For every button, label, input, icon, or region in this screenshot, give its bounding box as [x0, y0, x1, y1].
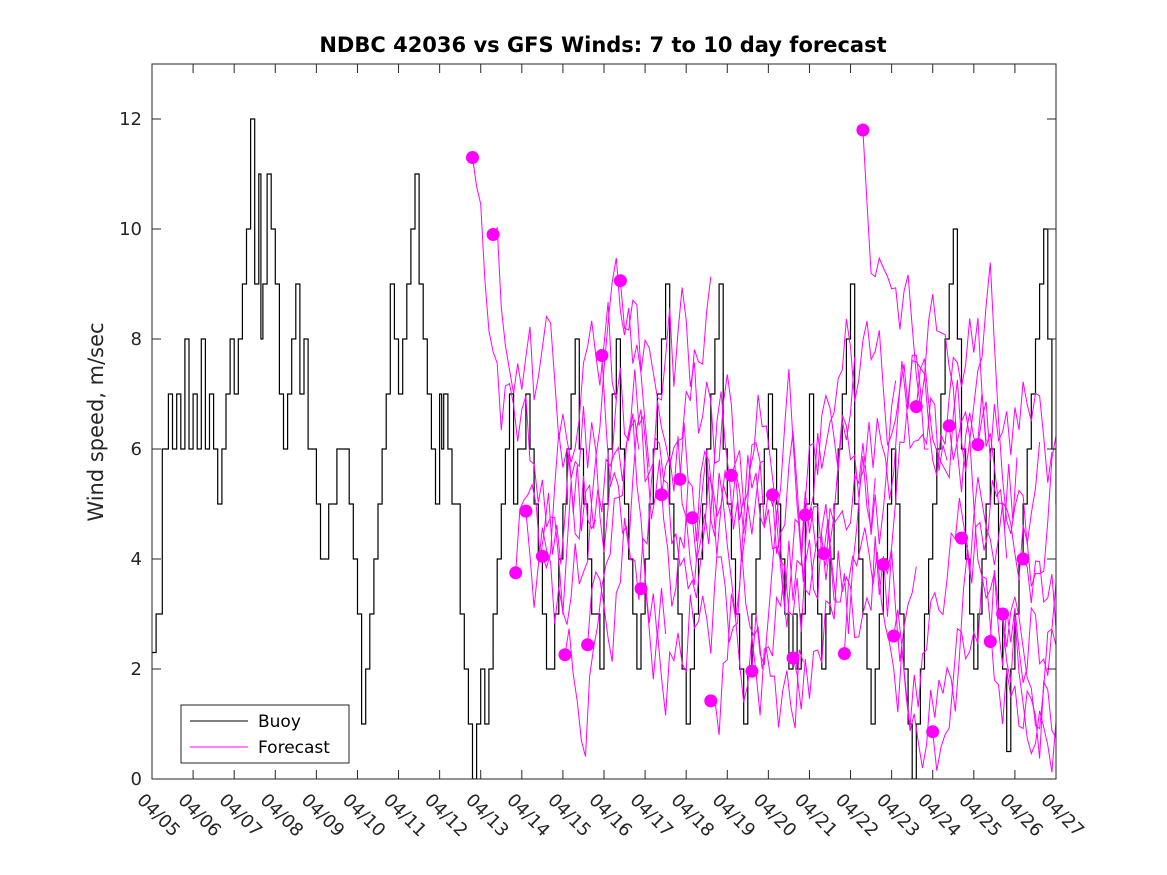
forecast-marker: [786, 651, 800, 665]
forecast-marker: [509, 566, 523, 580]
forecast-marker: [745, 664, 759, 678]
forecast-marker: [926, 725, 940, 739]
forecast-series-line: [792, 536, 917, 710]
y-tick-label: 12: [119, 109, 142, 130]
y-tick-label: 8: [131, 329, 142, 350]
forecast-marker: [581, 638, 595, 652]
forecast-series-line: [1002, 582, 1056, 730]
forecast-marker: [685, 511, 699, 525]
forecast-marker: [704, 694, 718, 708]
forecast-series-line: [977, 381, 1053, 483]
forecast-marker: [955, 531, 968, 545]
forecast-series-line: [882, 318, 1008, 575]
y-axis-label: Wind speed, m/sec: [84, 322, 108, 521]
forecast-marker: [655, 488, 668, 502]
legend-box: [180, 704, 350, 764]
forecast-marker: [466, 151, 479, 164]
forecast-marker: [724, 468, 738, 482]
y-tick-label: 10: [119, 219, 142, 240]
legend-forecast-label: Forecast: [258, 738, 330, 758]
legend-buoy-label: Buoy: [258, 712, 301, 732]
y-tick-label: 0: [131, 769, 142, 790]
forecast-marker: [887, 629, 901, 643]
forecast-marker: [876, 558, 890, 571]
forecast-series-line: [541, 367, 667, 639]
y-tick-label: 6: [131, 439, 142, 460]
forecast-marker: [613, 274, 627, 288]
forecast-series-line: [805, 318, 929, 516]
forecast-marker: [817, 547, 831, 560]
forecast-marker: [798, 508, 812, 522]
forecast-marker: [673, 472, 687, 486]
forecast-marker: [519, 504, 533, 518]
forecast-marker: [909, 400, 923, 414]
forecast-marker: [535, 549, 549, 563]
forecast-series-line: [661, 436, 786, 620]
chart-title: NDBC 42036 vs GFS Winds: 7 to 10 day for…: [319, 33, 886, 57]
forecast-series-line: [710, 503, 835, 735]
forecast-series-line: [564, 369, 689, 757]
forecast-marker: [942, 419, 956, 433]
forecast-series-line: [525, 257, 650, 625]
forecast-marker: [1016, 552, 1030, 566]
forecast-marker: [983, 635, 997, 648]
forecast-series-line: [587, 276, 712, 662]
forecast-series-line: [679, 422, 804, 729]
forecast-marker: [595, 349, 609, 362]
forecast-marker: [766, 488, 779, 502]
y-tick-label: 2: [131, 659, 142, 680]
forecast-marker: [971, 438, 985, 452]
forecast-series-line: [1022, 558, 1056, 629]
forecast-series-line: [515, 418, 640, 573]
forecast-marker: [996, 607, 1010, 621]
forecast-series-line: [751, 369, 876, 672]
forecast-series-line: [893, 457, 1018, 769]
plot-area: [152, 118, 1056, 779]
forecast-series-line: [619, 280, 745, 521]
forecast-series-line: [948, 410, 1056, 759]
forecast-series-line: [640, 460, 765, 716]
forecast-series-line: [472, 157, 597, 615]
forecast-marker: [856, 123, 870, 137]
forecast-series-line: [730, 357, 856, 604]
forecast-series-line: [691, 391, 817, 628]
legend: Buoy Forecast: [180, 704, 350, 764]
forecast-marker: [558, 648, 572, 662]
forecast-marker: [837, 647, 851, 661]
forecast-marker: [486, 228, 500, 241]
forecast-series-line: [772, 380, 897, 566]
forecast-series-line: [823, 360, 948, 634]
y-tick-label: 4: [131, 549, 142, 570]
forecast-marker: [634, 582, 648, 596]
forecast-series-line: [915, 262, 1041, 545]
